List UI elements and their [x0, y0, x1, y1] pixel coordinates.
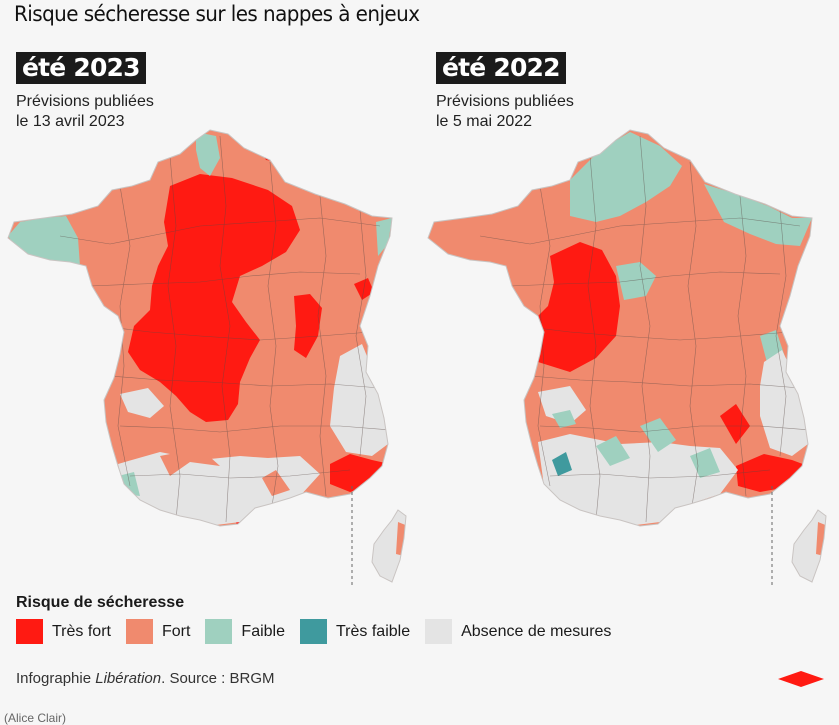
- publication-line-1: Prévisions publiées: [16, 93, 154, 110]
- credit-suffix: . Source : BRGM: [161, 670, 275, 687]
- credit-line: Infographie Libération. Source : BRGM: [16, 670, 275, 687]
- chart-title: Risque sécheresse sur les nappes à enjeu…: [14, 2, 420, 26]
- legend-item-tres-fort: Très fort: [16, 619, 111, 644]
- legend-label: Très faible: [336, 622, 411, 640]
- legend-swatch: [125, 619, 153, 644]
- publication-date-2022: Prévisions publiées le 5 mai 2022: [436, 92, 839, 132]
- legend-title: Risque de sécheresse: [16, 594, 185, 611]
- year-badge-2023: été 2023: [16, 52, 146, 84]
- legend-label: Fort: [161, 622, 191, 640]
- panel-2022: été 2022 Prévisions publiées le 5 mai 20…: [436, 52, 839, 132]
- publication-line-2: le 13 avril 2023: [16, 113, 125, 130]
- legend-swatch: [205, 619, 233, 644]
- panel-2023: été 2023 Prévisions publiées le 13 avril…: [16, 52, 436, 132]
- liberation-logo-icon: [778, 671, 824, 687]
- legend-label: Faible: [241, 622, 285, 640]
- legend-swatch: [425, 619, 453, 644]
- legend-item-fort: Fort: [125, 619, 191, 644]
- legend-item-faible: Faible: [205, 619, 285, 644]
- author-credit: (Alice Clair): [4, 711, 67, 725]
- publication-line-1: Prévisions publiées: [436, 93, 574, 110]
- legend-swatch: [16, 619, 43, 644]
- legend-item-absence: Absence de mesures: [425, 619, 611, 644]
- legend-swatch: [300, 619, 327, 644]
- publication-line-2: le 5 mai 2022: [436, 113, 533, 130]
- credit-prefix: Infographie: [16, 670, 96, 687]
- legend-label: Absence de mesures: [461, 622, 612, 640]
- legend: Très fort Fort Faible Très faible Absenc…: [16, 619, 626, 644]
- map-france-2023: [7, 129, 407, 586]
- year-badge-2022: été 2022: [436, 52, 566, 84]
- legend-item-tres-faible: Très faible: [300, 619, 410, 644]
- credit-publication: Libération: [95, 670, 162, 687]
- legend-label: Très fort: [52, 622, 111, 640]
- map-france-2022: [427, 129, 827, 586]
- publication-date-2023: Prévisions publiées le 13 avril 2023: [16, 92, 436, 132]
